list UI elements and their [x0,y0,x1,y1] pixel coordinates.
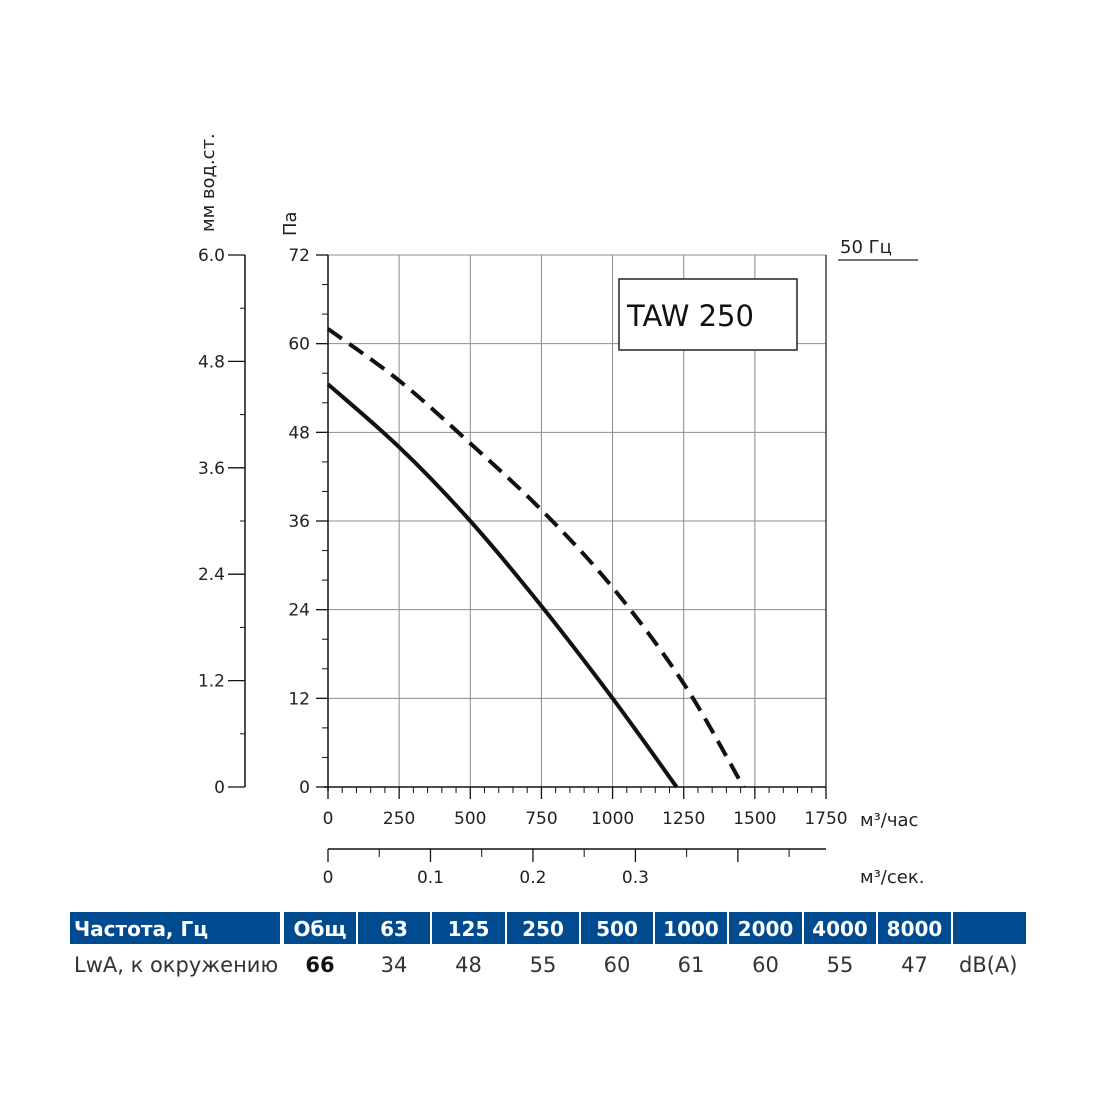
y-tick-label: 12 [288,689,310,709]
chart-series [326,327,746,789]
model-name: TAW 250 [626,299,754,333]
y2-tick-label: 4.8 [198,352,225,372]
table-value-cell: 61 [678,953,705,977]
table-header-label: Частота, Гц [74,917,208,941]
x-tick-label: 500 [454,809,486,829]
y2-tick-label: 0 [214,778,225,798]
x-tick-label: 1250 [662,809,705,829]
table-header-cell [953,912,1026,944]
table-header-column: Общ [293,917,346,941]
table-value-cell: 60 [752,953,779,977]
chart-axes: 0 12 24 36 48 60 72 0 250 500 750 1000 1250 1500 1750 0… [198,246,848,888]
table-header-column: 8000 [887,917,943,941]
x2-tick-label: 0.2 [519,868,546,888]
table-header-column: 63 [380,917,408,941]
x-tick-label: 1000 [591,809,634,829]
table-header-cell [507,912,579,944]
table-header-cell [655,912,727,944]
table-header-column: 2000 [738,917,794,941]
table-header-cell [878,912,951,944]
table-value-cell: 55 [530,953,557,977]
sound-power-table: Частота, Гц Общ 63 125 250 500 1000 2000 4000 800… [70,912,1026,977]
table-header-column: 4000 [812,917,868,941]
table-header-cell [581,912,653,944]
x-tick-label: 250 [383,809,415,829]
x-tick-label: 750 [525,809,557,829]
table-header-cell [804,912,876,944]
y-tick-label: 72 [288,246,310,266]
x-tick-label: 0 [323,809,334,829]
frequency-label: 50 Гц [840,237,892,258]
table-header-column: 500 [596,917,638,941]
table-header-cell [358,912,430,944]
table-header-label-cell [70,912,280,944]
table-header-column: 1000 [663,917,719,941]
x-tick-label: 1500 [733,809,776,829]
table-header-column: 250 [522,917,564,941]
table-unit: dB(A) [959,953,1018,977]
y-axis-unit-label: Па [280,211,301,236]
x2-tick-label: 0 [323,868,334,888]
series-line-dashed [326,327,746,789]
y-tick-label: 24 [288,601,310,621]
table-header-cell [284,912,356,944]
x-axis-unit-label: м³/час [860,810,918,831]
y-tick-label: 36 [288,512,310,532]
series-line-solid [326,382,679,789]
model-box [618,278,798,351]
table-value-cell: 60 [604,953,631,977]
table-header-column: 125 [448,917,490,941]
table-value-cell: 47 [901,953,928,977]
y2-axis-unit-label: мм вод.ст. [198,133,219,232]
table-value-cell: 48 [455,953,482,977]
table-value-cell: 55 [827,953,854,977]
y2-tick-label: 2.4 [198,565,225,585]
y-tick-label: 48 [288,423,310,443]
table-value-cell: 66 [305,953,334,977]
y2-tick-label: 1.2 [198,672,225,692]
table-value-cell: 34 [381,953,408,977]
x2-tick-label: 0.3 [622,868,649,888]
table-header-cell [432,912,505,944]
y-tick-label: 0 [299,778,310,798]
y-tick-label: 60 [288,335,310,355]
x2-axis-unit-label: м³/сек. [860,867,924,888]
chart-labels: Па мм вод.ст. м³/час м³/сек. 50 Гц TAW 2… [198,133,924,888]
table-header-cell [729,912,802,944]
x2-tick-label: 0.1 [417,868,444,888]
y2-tick-label: 3.6 [198,459,225,479]
table-row-label: LwA, к окружению [74,953,278,977]
x-tick-label: 1750 [804,809,847,829]
y2-tick-label: 6.0 [198,246,225,266]
